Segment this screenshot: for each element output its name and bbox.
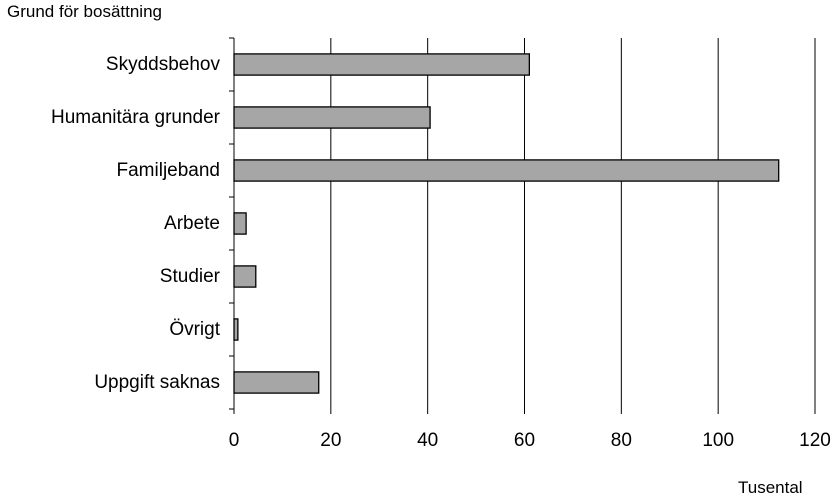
x-tick-label: 0 xyxy=(229,430,240,451)
bar xyxy=(233,106,431,129)
x-tick-label: 40 xyxy=(417,430,438,451)
category-label: Familjeband xyxy=(117,160,221,181)
bar xyxy=(233,318,239,341)
category-label: Humanitära grunder xyxy=(51,107,221,128)
bar xyxy=(233,371,320,394)
bar xyxy=(233,265,257,288)
x-tick-label: 100 xyxy=(702,430,734,451)
x-tick-label: 60 xyxy=(514,430,535,451)
category-label: Arbete xyxy=(164,213,220,234)
x-tick-label: 20 xyxy=(320,430,341,451)
category-label: Uppgift saknas xyxy=(94,372,220,393)
x-tick-label: 80 xyxy=(611,430,632,451)
bar xyxy=(233,53,530,76)
category-label: Övrigt xyxy=(169,319,220,340)
x-axis-unit-label: Tusental xyxy=(738,478,803,497)
bar xyxy=(233,159,780,182)
bar xyxy=(233,212,247,235)
chart-title: Grund för bosättning xyxy=(7,2,162,21)
category-label: Studier xyxy=(160,266,221,287)
x-tick-label: 120 xyxy=(799,430,831,451)
category-label: Skyddsbehov xyxy=(106,54,221,75)
